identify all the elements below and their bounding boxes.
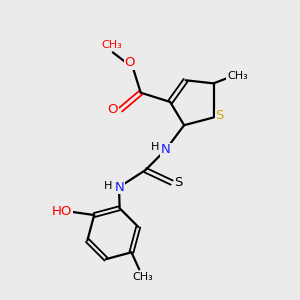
- Text: O: O: [124, 56, 135, 69]
- Text: S: S: [174, 176, 183, 189]
- Text: N: N: [161, 143, 171, 157]
- Text: CH₃: CH₃: [132, 272, 153, 282]
- Text: H: H: [151, 142, 159, 152]
- Text: N: N: [115, 181, 124, 194]
- Text: S: S: [215, 110, 224, 122]
- Text: H: H: [104, 181, 112, 190]
- Text: HO: HO: [51, 206, 72, 218]
- Text: O: O: [108, 103, 118, 116]
- Text: CH₃: CH₃: [227, 70, 248, 81]
- Text: CH₃: CH₃: [101, 40, 122, 50]
